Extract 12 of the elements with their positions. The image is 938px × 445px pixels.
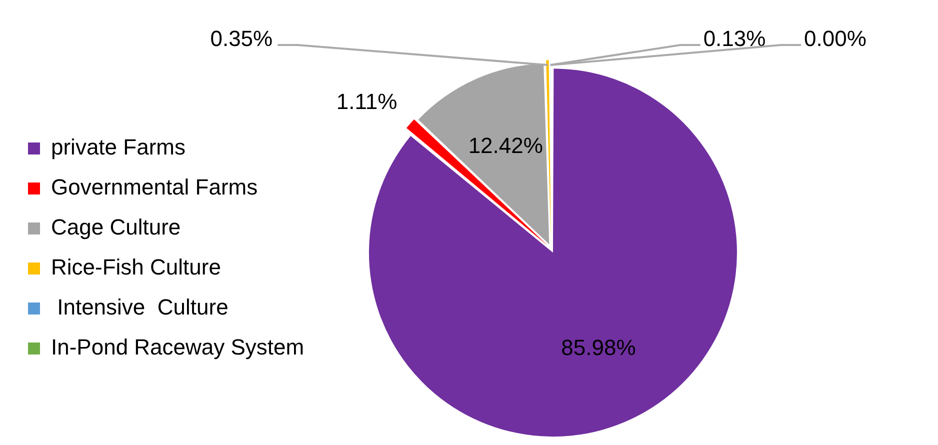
legend-label: Governmental Farms [51, 174, 258, 200]
data-label: 12.42% [468, 132, 543, 158]
legend-label: Cage Culture [51, 214, 181, 240]
legend-label: Intensive Culture [51, 294, 228, 320]
text: 0.00% [804, 26, 866, 52]
legend-label: In-Pond Raceway System [51, 334, 304, 360]
data-label: 1.11% [336, 88, 398, 114]
data-label: 0.13% [703, 26, 766, 52]
data-label: 85.98% [561, 335, 636, 360]
data-label: 0.35% [210, 26, 273, 52]
legend-label: private Farms [51, 134, 186, 160]
legend-label: Rice-Fish Culture [51, 254, 221, 280]
